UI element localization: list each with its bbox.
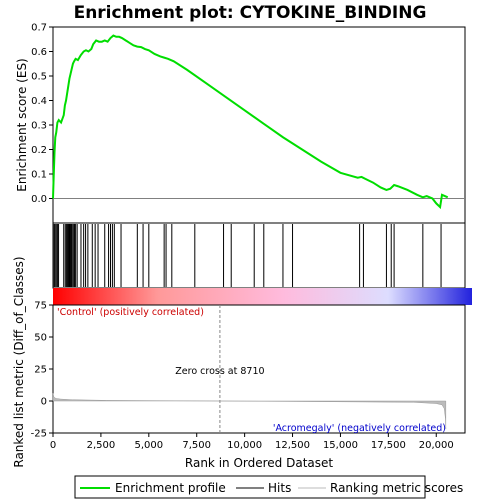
es-y-tick-label: 0.0 [31, 194, 47, 205]
rank-color-bar [53, 288, 472, 305]
metric-y-tick-label: 25 [34, 365, 47, 376]
es-y-tick-label: 0.3 [31, 121, 47, 132]
legend-label-hits: Hits [268, 481, 291, 495]
x-tick-label: 20,000 [419, 440, 454, 451]
metric-y-tick-label: 75 [34, 301, 47, 312]
es-y-tick-label: 0.1 [31, 170, 47, 181]
x-tick-label: 0 [50, 440, 56, 451]
x-tick-label: 5,000 [134, 440, 163, 451]
es-y-ticks: 0.0 0.1 0.2 0.3 0.4 0.5 0.6 0.7 [31, 23, 53, 205]
x-axis-ticks: 0 2,500 5,000 7,500 10,000 12,500 15,000 17,500… [50, 433, 454, 451]
enrichment-profile-line [52, 34, 449, 210]
es-y-tick-label: 0.7 [31, 23, 47, 34]
x-tick-label: 17,500 [371, 440, 406, 451]
es-y-tick-label: 0.4 [31, 96, 47, 107]
legend-item-enrichment-profile: Enrichment profile [80, 481, 226, 495]
metric-y-ticks: -25 0 25 50 75 [31, 301, 53, 440]
x-tick-label: 12,500 [275, 440, 310, 451]
hit-markers [53, 224, 442, 287]
positive-class-label: 'Control' (positively correlated) [57, 307, 204, 318]
legend-label-metric: Ranking metric scores [330, 481, 463, 495]
x-tick-label: 10,000 [227, 440, 262, 451]
legend-box [74, 475, 426, 499]
metric-y-label: Ranked list metric (Diff_of_Classes) [12, 256, 26, 467]
legend-item-ranking-metric: Ranking metric scores [298, 481, 463, 495]
es-y-tick-label: 0.6 [31, 47, 47, 58]
x-tick-label: 7,500 [182, 440, 211, 451]
metric-y-tick-label: -25 [31, 429, 47, 440]
metric-y-tick-label: 50 [34, 333, 47, 344]
ranking-metric-area [52, 393, 447, 430]
x-tick-label: 15,000 [323, 440, 358, 451]
legend-label-enrichment: Enrichment profile [115, 481, 226, 495]
x-tick-label: 2,500 [87, 440, 116, 451]
es-y-tick-label: 0.5 [31, 72, 47, 83]
zero-cross-label: Zero cross at 8710 [175, 366, 264, 377]
es-panel-frame [52, 26, 466, 224]
negative-class-label: 'Acromegaly' (negatively correlated) [273, 423, 446, 434]
es-y-tick-label: 0.2 [31, 145, 47, 156]
metric-y-tick-label: 0 [41, 397, 47, 408]
es-y-label: Enrichment score (ES) [15, 58, 29, 191]
x-axis-label: Rank in Ordered Dataset [185, 456, 333, 470]
legend-item-hits: Hits [236, 481, 291, 495]
chart-title: Enrichment plot: CYTOKINE_BINDING [74, 3, 427, 23]
